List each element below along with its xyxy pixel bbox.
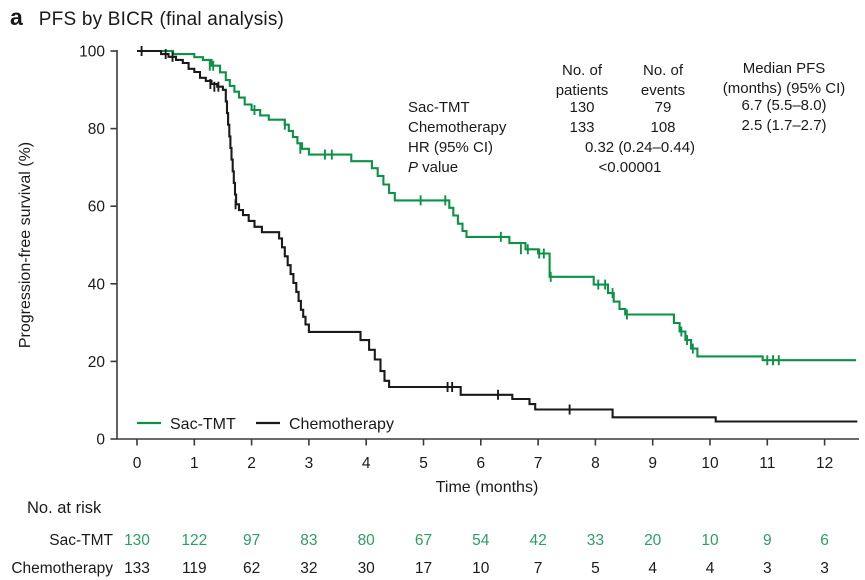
y-tick-label: 40 [88,276,106,293]
figure-title: PFS by BICR (final analysis) [38,9,285,30]
risk-count-sac-tmt: 10 [701,532,719,549]
x-tick-label: 3 [305,455,314,472]
x-tick-label: 4 [362,455,371,472]
x-tick-label: 6 [476,455,485,472]
risk-count-sac-tmt: 20 [644,532,662,549]
risk-count-chemotherapy: 3 [820,560,829,577]
y-axis-title: Progression-free survival (%) [17,142,34,348]
y-tick-label: 0 [96,432,105,449]
risk-count-chemotherapy: 3 [763,560,772,577]
risk-count-sac-tmt: 97 [243,532,260,549]
risk-count-chemotherapy: 10 [472,560,490,577]
risk-count-sac-tmt: 130 [124,532,150,549]
x-tick-label: 1 [190,455,199,472]
legend-label-chemotherapy: Chemotherapy [289,416,394,433]
risk-count-sac-tmt: 54 [472,532,490,549]
risk-count-sac-tmt: 9 [763,532,772,549]
risk-count-sac-tmt: 122 [181,532,207,549]
risk-count-sac-tmt: 80 [358,532,376,549]
x-tick-label: 7 [534,455,543,472]
legend-label-sac-tmt: Sac-TMT [170,416,236,433]
risk-count-sac-tmt: 6 [820,532,829,549]
risk-count-chemotherapy: 32 [300,560,317,577]
risk-count-chemotherapy: 7 [534,560,543,577]
risk-count-sac-tmt: 33 [587,532,604,549]
x-tick-label: 2 [247,455,256,472]
risk-count-sac-tmt: 67 [415,532,432,549]
risk-count-chemotherapy: 4 [706,560,715,577]
risk-count-chemotherapy: 5 [591,560,600,577]
risk-count-chemotherapy: 133 [124,560,150,577]
risk-count-chemotherapy: 4 [648,560,657,577]
x-tick-label: 8 [591,455,600,472]
risk-count-chemotherapy: 119 [182,560,207,577]
risk-count-chemotherapy: 17 [415,560,432,577]
y-tick-label: 80 [88,121,106,138]
x-tick-label: 10 [701,455,719,472]
risk-count-chemotherapy: 30 [358,560,376,577]
risk-row-label-chemotherapy: Chemotherapy [11,560,113,577]
x-axis-title: Time (months) [436,479,539,496]
risk-count-chemotherapy: 62 [243,560,260,577]
figure-header: a PFS by BICR (final analysis) [10,4,284,31]
km-curve-sac-tmt [137,49,857,362]
risk-row-label-sac-tmt: Sac-TMT [49,532,113,549]
x-tick-label: 0 [133,455,142,472]
risk-table-title: No. at risk [27,499,102,517]
x-tick-label: 9 [648,455,657,472]
panel-label: a [10,4,23,30]
y-tick-label: 60 [88,199,106,216]
y-tick-label: 100 [79,44,105,61]
risk-count-sac-tmt: 83 [300,532,317,549]
x-tick-label: 12 [816,455,833,472]
x-tick-label: 11 [759,455,775,472]
y-tick-label: 20 [88,354,106,371]
risk-count-sac-tmt: 42 [529,532,546,549]
x-tick-label: 5 [419,455,428,472]
